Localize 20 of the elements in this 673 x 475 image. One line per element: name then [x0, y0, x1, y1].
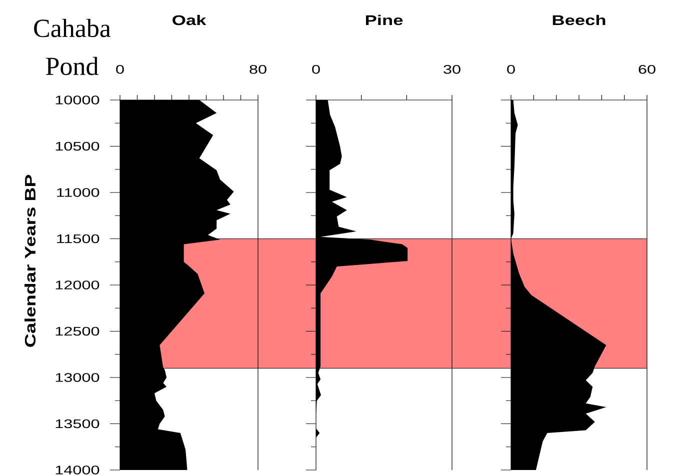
x-tick-label: 60 — [638, 64, 656, 74]
x-tick-label: 80 — [250, 64, 266, 74]
y-tick-label: 11500 — [57, 234, 100, 244]
y-tick-label: 13500 — [56, 419, 100, 428]
chart-title: Oak — [172, 14, 206, 26]
y-tick-label: 12000 — [56, 280, 100, 290]
chart-title: Pine — [366, 14, 403, 26]
chart-title: Beech — [552, 14, 606, 26]
y-axis-title: Calendar Years BP — [24, 174, 36, 347]
text: Cahaba Pond — [34, 18, 111, 76]
x-tick-label: 30 — [444, 64, 460, 74]
y-tick-label: 10500 — [56, 142, 100, 151]
y-tick-label: 11000 — [57, 188, 100, 197]
x-tick-label: 0 — [116, 64, 124, 74]
x-tick-label: 0 — [312, 64, 320, 74]
x-tick-label: 0 — [507, 64, 515, 74]
y-tick-label: 10000 — [56, 96, 100, 104]
y-tick-label: 14000 — [56, 466, 100, 474]
y-tick-label: 13000 — [56, 373, 100, 382]
y-tick-label: 12500 — [56, 326, 100, 336]
